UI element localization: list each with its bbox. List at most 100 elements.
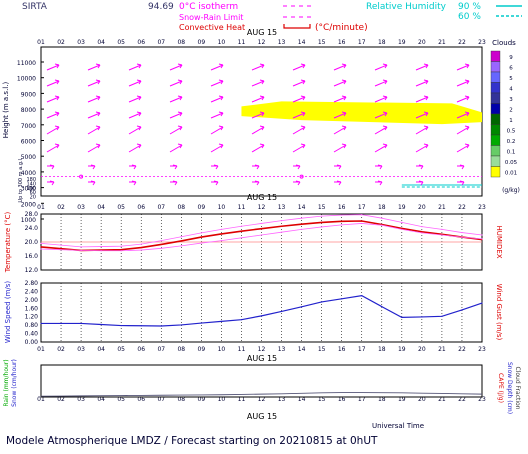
wind-arrow [169,64,183,71]
date-rain: AUG 15 [247,412,277,421]
temp-point [321,226,323,228]
wind-arrow [251,126,265,135]
wind-arrow-head [423,111,429,117]
rain-hour-18: 18 [378,396,386,403]
temp-point [260,228,263,230]
wind-arrow-head [459,180,465,186]
temp-point [361,222,363,225]
wind-arrow [333,112,347,119]
wind-hour-08: 08 [177,346,185,353]
temp-hour-10: 10 [218,204,226,211]
wind-hour-06: 06 [137,346,145,353]
temp-hour-19: 19 [398,204,406,211]
rain-hour-16: 16 [338,396,346,403]
wind-arrow [251,64,265,71]
temp-point [381,217,383,219]
top-hour-08: 08 [177,39,185,46]
wind-arrow [292,96,306,103]
top-hour-04: 04 [97,39,105,46]
low-height-tick-140: 140 [26,181,36,187]
wind-point [461,309,463,311]
wind-arrow [456,112,470,119]
rh-90-label: 90 % [458,2,481,12]
wind-hour-20: 20 [418,346,426,353]
wind-arrow [415,96,429,103]
legend-convective-unit: (°C/minute) [315,23,368,33]
cloud-scale-swatch [490,92,501,104]
wind-arrow-head [136,79,142,85]
wind-arrow [169,80,183,87]
wind-arrow [374,126,388,135]
wind-arrow-head [382,143,388,149]
wind-arrow-head [336,180,342,186]
temp-point [481,238,483,240]
cloud-scale-label-6: 6 [509,66,513,72]
isotherm-marker [299,174,304,179]
rain-hour-15: 15 [318,396,326,403]
wind-arrow [251,96,265,103]
wind-arrow-head [382,95,388,101]
height-tick-3000: 3000 [21,186,36,193]
wind-hour-14: 14 [298,346,306,353]
wind-arrow [87,126,101,135]
wind-arrow [333,96,347,103]
rain-hour-07: 07 [157,396,165,403]
rain-hour-17: 17 [358,396,366,403]
wind-hour-03: 03 [77,346,85,353]
wind-hour-12: 12 [258,346,266,353]
wind-tick-0.80: 0.80 [25,322,39,329]
top-hour-15: 15 [318,39,326,46]
cloud-scale-label-0.5: 0.5 [507,129,516,135]
cloud-scale-label-0.05: 0.05 [505,160,518,166]
cloud-scale-swatch [490,103,501,115]
wind-arrow-head [377,164,383,170]
temp-point [120,249,122,251]
snow-ylabel: Snow (cm/hour) [11,359,18,407]
top-hour-21: 21 [438,39,446,46]
rain-hour-20: 20 [418,396,426,403]
wind-point [280,310,283,313]
wind-arrow-head [341,111,347,117]
wind-arrow-head [177,63,183,69]
site-name: SIRTA [22,2,48,12]
cloud-scale-label-0.1: 0.1 [507,150,516,156]
wind-arrow-head [300,125,306,131]
legend-isotherm: 0°C isotherm [179,2,238,12]
wind-point [160,325,162,327]
temp-point [441,228,443,230]
top-hour-18: 18 [378,39,386,46]
wind-arrow [210,126,224,135]
humidex-ylabel: HUMIDEX [495,225,503,258]
temp-point [120,250,122,252]
cloud-scale-swatch [490,82,501,94]
temp-tick-20.0: 20.0 [25,239,39,246]
wind-arrow [251,144,265,153]
wind-hour-15: 15 [318,346,326,353]
wind-arrow-head [213,164,219,170]
wind-arrow-head [464,79,470,85]
wind-arrow-head [300,95,306,101]
wind-arrow-head [254,180,260,186]
wind-arrow [87,96,101,103]
temp-point [421,231,423,233]
temp-point [80,246,82,248]
temp-point [361,220,363,222]
date-temp: AUG 15 [247,193,277,202]
wind-arrow-head [49,164,55,170]
height-tick-1000: 1000 [21,217,36,224]
wind-arrow-head [95,79,101,85]
temp-point [40,242,42,244]
wind-arrow [46,144,60,153]
temp-point [280,225,283,227]
wind-arrow-head [54,111,60,117]
wind-arrow-head [464,63,470,69]
wind-arrow [46,126,60,135]
height-tick-9000: 9000 [21,91,36,98]
wind-point [120,324,122,327]
wind-point [321,301,323,303]
wind-arrow-head [341,143,347,149]
wind-point [180,324,182,326]
wind-arrow [210,144,224,153]
top-hour-13: 13 [278,39,286,46]
temp-point [140,249,142,251]
